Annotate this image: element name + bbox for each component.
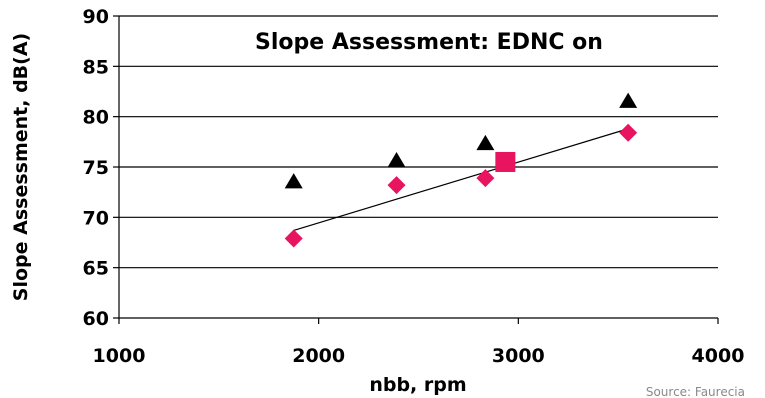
y-tick-label: 80 (83, 107, 109, 129)
y-tick-label: 65 (83, 258, 109, 280)
x-axis-ticks: 1000 2000 3000 4000 (93, 318, 745, 367)
y-tick-label: 75 (83, 157, 109, 179)
triangle-point (619, 92, 638, 108)
x-tick-label: 1000 (93, 345, 146, 367)
x-tick-label: 3000 (492, 345, 545, 367)
x-tick-label: 2000 (292, 345, 345, 367)
x-axis-label: nbb, rpm (369, 374, 466, 396)
diamond-point (619, 123, 638, 142)
grid-lines (113, 15, 718, 319)
diamond-point (284, 229, 303, 248)
y-axis-ticks: 60 65 70 75 80 85 90 (83, 6, 109, 330)
diamond-point (476, 169, 495, 188)
y-tick-label: 90 (83, 6, 109, 28)
y-tick-label: 60 (83, 308, 109, 330)
triangle-point (387, 151, 406, 168)
y-tick-label: 85 (83, 56, 109, 78)
source-note: Source: Faurecia (646, 385, 745, 398)
trendline (293, 128, 629, 231)
triangle-point (284, 173, 303, 189)
triangle-point (476, 134, 495, 151)
square-point (495, 151, 516, 172)
diamond-point (387, 176, 406, 195)
data-points (284, 92, 638, 248)
x-tick-label: 4000 (692, 345, 745, 367)
y-axis-label: Slope Assessment, dB(A) (10, 33, 32, 301)
y-tick-label: 70 (83, 207, 109, 229)
chart-title: Slope Assessment: EDNC on (255, 30, 603, 55)
